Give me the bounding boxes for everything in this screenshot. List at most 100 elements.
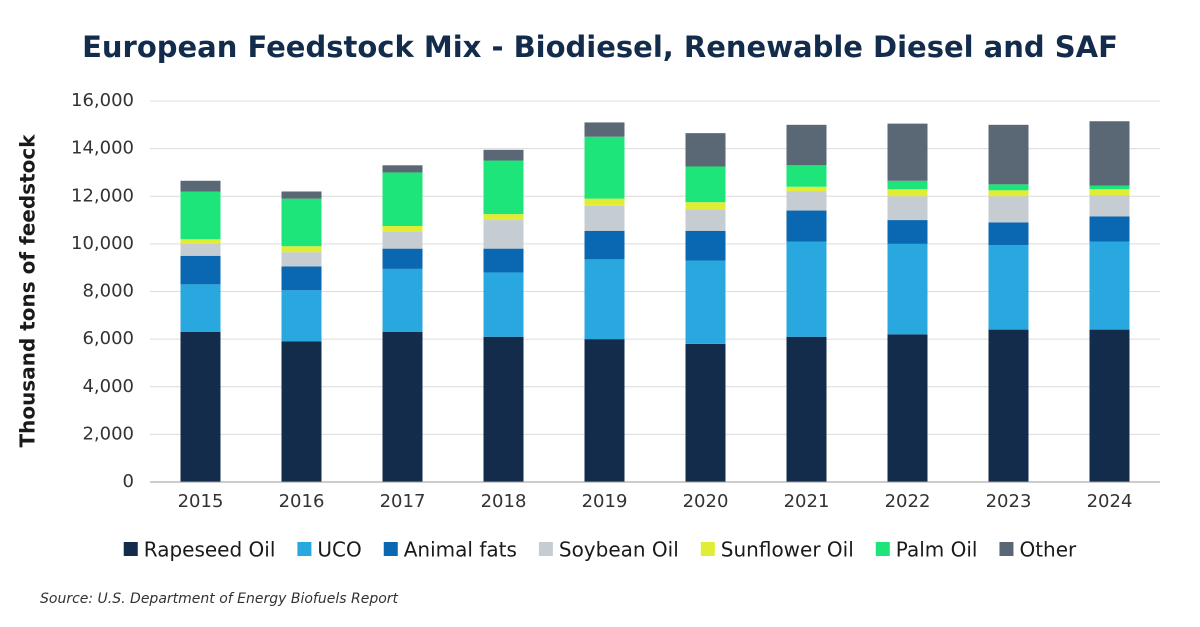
bar-segment bbox=[988, 222, 1029, 246]
bar-segment bbox=[1089, 216, 1130, 242]
bar-segment bbox=[180, 191, 221, 240]
x-tick-label: 2019 bbox=[582, 491, 628, 512]
bar-segment bbox=[887, 180, 928, 190]
bar-segment bbox=[180, 284, 221, 332]
legend-label: Soybean Oil bbox=[559, 538, 679, 562]
y-tick-label: 6,000 bbox=[82, 328, 134, 349]
bar-segment bbox=[887, 189, 928, 197]
bar-segment bbox=[685, 260, 726, 344]
bar-segment bbox=[887, 334, 928, 482]
x-tick-label: 2018 bbox=[481, 491, 527, 512]
legend-swatch bbox=[383, 542, 398, 556]
bar-segment bbox=[281, 191, 322, 199]
x-tick-label: 2022 bbox=[885, 491, 931, 512]
bar-segment bbox=[180, 239, 221, 244]
bar-segment bbox=[281, 198, 322, 247]
bar-segment bbox=[988, 124, 1029, 185]
bar-segment bbox=[382, 231, 423, 249]
bar-segment bbox=[786, 165, 827, 187]
legend-label: Other bbox=[1019, 538, 1077, 562]
y-tick-label: 2,000 bbox=[82, 423, 134, 444]
bar-segment bbox=[988, 190, 1029, 197]
bar-segment bbox=[685, 343, 726, 482]
bar-segment bbox=[281, 341, 322, 482]
bar-segment bbox=[887, 220, 928, 244]
legend-label: Animal fats bbox=[404, 538, 517, 562]
y-tick-label: 0 bbox=[123, 471, 134, 492]
bar-segment bbox=[786, 241, 827, 337]
bar-segment bbox=[988, 184, 1029, 191]
bar-segment bbox=[180, 243, 221, 256]
bar-segment bbox=[382, 165, 423, 173]
x-tick-label: 2024 bbox=[1087, 491, 1133, 512]
legend-swatch bbox=[999, 542, 1014, 556]
bar-segment bbox=[887, 123, 928, 181]
bar-segment bbox=[786, 186, 827, 192]
x-tick-label: 2020 bbox=[683, 491, 729, 512]
legend-swatch bbox=[538, 542, 553, 556]
bar-segment bbox=[988, 245, 1029, 330]
chart-title: European Feedstock Mix - Biodiesel, Rene… bbox=[82, 30, 1118, 64]
bar-segment bbox=[382, 172, 423, 227]
y-tick-label: 4,000 bbox=[82, 376, 134, 397]
bar-segment bbox=[281, 246, 322, 253]
bar-segment bbox=[988, 196, 1029, 223]
x-tick-label: 2023 bbox=[986, 491, 1032, 512]
bar-segment bbox=[483, 214, 524, 221]
bar-segment bbox=[382, 331, 423, 482]
bar-segment bbox=[584, 339, 625, 482]
legend-label: UCO bbox=[317, 538, 361, 562]
bar-segment bbox=[483, 220, 524, 249]
y-axis-label: Thousand tons of feedstock bbox=[16, 134, 40, 448]
bar-segment bbox=[1089, 121, 1130, 186]
y-tick-label: 12,000 bbox=[71, 185, 134, 206]
bar-segment bbox=[1089, 189, 1130, 196]
bar-segment bbox=[483, 272, 524, 337]
bar-segment bbox=[483, 160, 524, 215]
x-tick-label: 2015 bbox=[178, 491, 224, 512]
bar-segment bbox=[584, 230, 625, 260]
y-tick-label: 8,000 bbox=[82, 281, 134, 302]
bar-segment bbox=[281, 290, 322, 342]
bar-segment bbox=[786, 124, 827, 166]
bar-segment bbox=[988, 329, 1029, 482]
bar-segment bbox=[382, 226, 423, 232]
bar-segment bbox=[1089, 329, 1130, 482]
bar-segment bbox=[584, 259, 625, 340]
legend-swatch bbox=[875, 542, 890, 556]
bar-segment bbox=[382, 268, 423, 332]
legend-swatch bbox=[123, 542, 138, 556]
bar-segment bbox=[180, 180, 221, 192]
bar-segment bbox=[584, 205, 625, 231]
bar-segment bbox=[786, 210, 827, 242]
y-tick-label: 14,000 bbox=[71, 138, 134, 159]
bar-segment bbox=[685, 230, 726, 261]
bar-segment bbox=[685, 202, 726, 210]
y-tick-label: 16,000 bbox=[71, 90, 134, 111]
bar-segment bbox=[281, 266, 322, 291]
bar-segment bbox=[685, 209, 726, 231]
bar-segment bbox=[1089, 185, 1130, 190]
bar-segment bbox=[1089, 241, 1130, 330]
x-tick-label: 2016 bbox=[279, 491, 325, 512]
legend-label: Sunflower Oil bbox=[721, 538, 854, 562]
legend-label: Rapeseed Oil bbox=[144, 538, 276, 562]
bar-segment bbox=[483, 248, 524, 273]
bar-segment bbox=[887, 196, 928, 221]
bar-segment bbox=[180, 331, 221, 482]
x-tick-label: 2021 bbox=[784, 491, 830, 512]
bar-segment bbox=[786, 191, 827, 211]
bar-segment bbox=[887, 243, 928, 335]
bar-segment bbox=[180, 255, 221, 285]
bar-segment bbox=[786, 336, 827, 482]
bar-segment bbox=[281, 252, 322, 267]
bar-segment bbox=[584, 198, 625, 206]
legend-swatch bbox=[297, 542, 312, 556]
bar-segment bbox=[584, 122, 625, 137]
bar-segment bbox=[685, 166, 726, 203]
bar-segment bbox=[685, 133, 726, 167]
bar-segment bbox=[1089, 195, 1130, 217]
legend-label: Palm Oil bbox=[896, 538, 978, 562]
legend-swatch bbox=[700, 542, 715, 556]
